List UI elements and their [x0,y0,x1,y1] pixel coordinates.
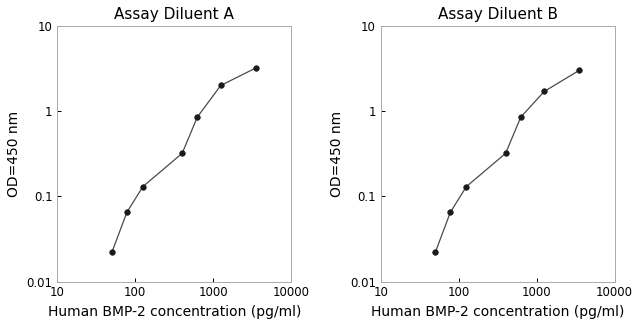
X-axis label: Human BMP-2 concentration (pg/ml): Human BMP-2 concentration (pg/ml) [47,305,301,319]
Y-axis label: OD=450 nm: OD=450 nm [330,111,344,197]
Y-axis label: OD=450 nm: OD=450 nm [7,111,21,197]
X-axis label: Human BMP-2 concentration (pg/ml): Human BMP-2 concentration (pg/ml) [371,305,625,319]
Title: Assay Diluent B: Assay Diluent B [438,7,557,22]
Title: Assay Diluent A: Assay Diluent A [115,7,234,22]
